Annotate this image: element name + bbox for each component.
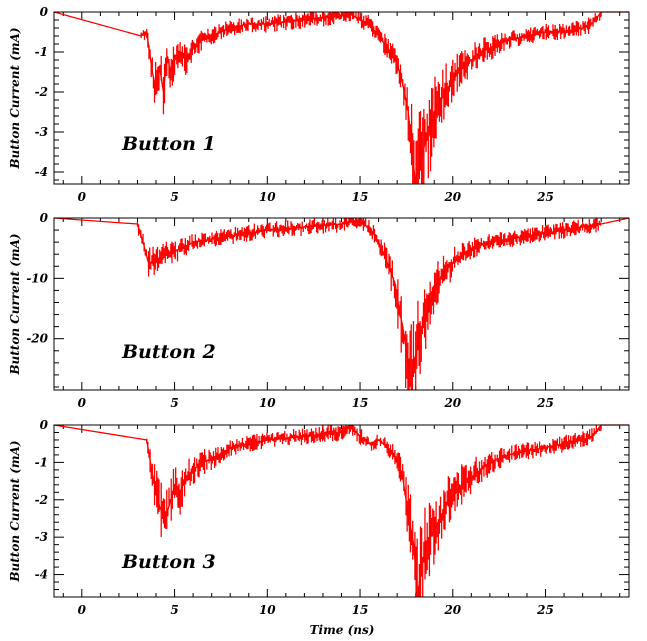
panel-2-frame — [53, 217, 630, 391]
y-tick-label: -10 — [26, 271, 48, 285]
x-tick-label: 20 — [443, 603, 461, 617]
panel-button-1: 0 5 10 15 20 25 0 -1 -2 -3 -4 Button 1 Button Curr… — [8, 5, 630, 204]
series-1-line — [53, 424, 629, 598]
y-tick-label: 0 — [40, 418, 49, 432]
panel-button-2: 0 5 10 15 20 25 0 -10 -20 Button 2 Button Curren… — [8, 211, 630, 410]
x-tick-label: 10 — [259, 396, 276, 410]
y-tick-label: 0 — [40, 211, 49, 225]
x-tick-label: 0 — [78, 396, 87, 410]
y-tick-label: -1 — [35, 455, 48, 469]
panel-1-marks: 0 5 10 15 20 25 0 -1 -2 -3 -4 — [35, 5, 629, 204]
y-tick-label: -3 — [35, 530, 48, 544]
panel-3-marks: 0 5 10 15 20 25 0 -1 -2 -3 -4 — [35, 418, 629, 617]
panel-button-3: 0 5 10 15 20 25 0 -1 -2 -3 -4 Button 3 Button Curr… — [8, 418, 630, 617]
y-tick-label: 0 — [40, 5, 49, 19]
x-tick-label: 25 — [536, 190, 554, 204]
y-tick-label: -2 — [35, 85, 48, 99]
x-tick-label: 15 — [352, 190, 369, 204]
y-tick-label: -20 — [26, 332, 48, 346]
x-tick-label: 15 — [352, 396, 369, 410]
panel-1-y-axis-title: Button Current (mA) — [8, 27, 22, 169]
x-tick-label: 0 — [78, 603, 87, 617]
panel-2-y-axis-title: Button Current (mA) — [8, 233, 22, 375]
panel-3-y-axis-title: Button Current (mA) — [8, 440, 22, 582]
y-tick-label: -1 — [35, 45, 48, 59]
x-tick-label: 25 — [536, 396, 554, 410]
series-1-line — [53, 11, 629, 185]
x-tick-label: 25 — [536, 603, 554, 617]
x-tick-label: 5 — [170, 190, 178, 204]
series-1-line — [53, 217, 630, 385]
y-tick-label: -2 — [35, 493, 48, 507]
panel-2-label: Button 2 — [121, 341, 216, 363]
panel-1-frame — [53, 11, 630, 185]
x-axis-title: Time (ns) — [310, 623, 375, 637]
y-tick-label: -3 — [35, 125, 48, 139]
x-tick-label: 5 — [170, 396, 178, 410]
x-tick-label: 10 — [259, 603, 276, 617]
x-tick-label: 15 — [352, 603, 369, 617]
panel-2-marks: 0 5 10 15 20 25 0 -10 -20 — [26, 211, 630, 410]
x-tick-label: 20 — [443, 190, 461, 204]
x-tick-label: 5 — [170, 603, 178, 617]
x-tick-label: 0 — [78, 190, 87, 204]
panel-3-frame — [53, 424, 630, 598]
x-tick-label: 10 — [259, 190, 276, 204]
panel-1-label: Button 1 — [121, 133, 216, 155]
y-tick-label: -4 — [35, 165, 48, 179]
y-tick-label: -4 — [35, 568, 48, 582]
x-tick-label: 20 — [443, 396, 461, 410]
panel-3-label: Button 3 — [121, 551, 216, 573]
